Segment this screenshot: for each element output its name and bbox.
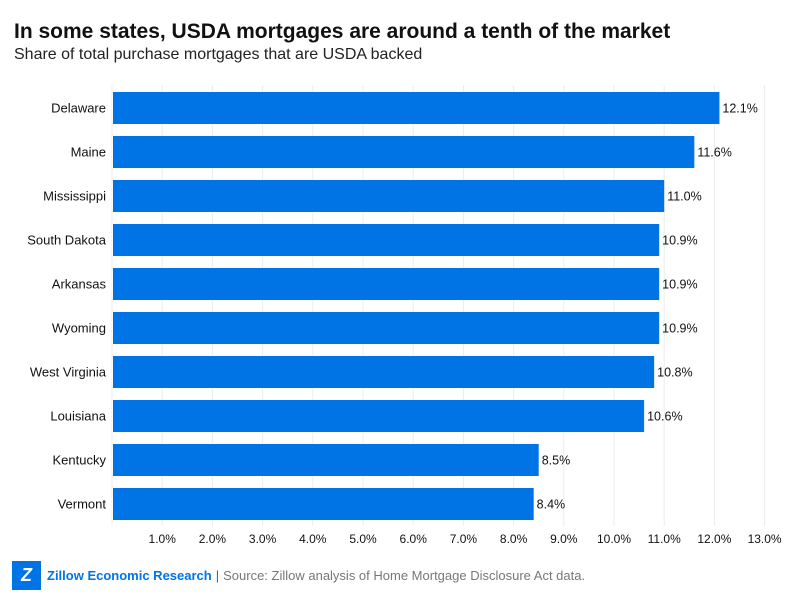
x-tick-label: 6.0% bbox=[400, 532, 428, 546]
bar bbox=[113, 400, 645, 432]
zillow-logo-icon: Z bbox=[12, 561, 41, 590]
footer-separator: | bbox=[215, 568, 220, 583]
category-label: Delaware bbox=[51, 101, 106, 116]
bar bbox=[113, 312, 660, 344]
bar bbox=[113, 224, 660, 256]
category-label: South Dakota bbox=[27, 233, 107, 248]
category-label: Wyoming bbox=[52, 321, 106, 336]
data-label: 10.9% bbox=[662, 234, 697, 248]
data-label: 10.6% bbox=[647, 410, 682, 424]
data-label: 11.0% bbox=[667, 190, 702, 204]
x-tick-label: 5.0% bbox=[349, 532, 377, 546]
bar bbox=[113, 136, 695, 168]
data-label: 10.9% bbox=[662, 278, 697, 292]
chart-subtitle: Share of total purchase mortgages that a… bbox=[14, 46, 423, 63]
footer-brand: Zillow Economic Research bbox=[47, 568, 212, 583]
category-label: Louisiana bbox=[50, 409, 106, 424]
x-tick-label: 4.0% bbox=[299, 532, 327, 546]
bar bbox=[113, 180, 665, 212]
x-tick-label: 3.0% bbox=[249, 532, 277, 546]
x-tick-label: 12.0% bbox=[697, 532, 731, 546]
category-label: Vermont bbox=[58, 497, 107, 512]
data-label: 8.5% bbox=[542, 454, 571, 468]
bar bbox=[113, 268, 660, 300]
bar bbox=[113, 356, 655, 388]
category-label: Kentucky bbox=[53, 453, 107, 468]
data-label: 10.8% bbox=[657, 366, 692, 380]
category-label: West Virginia bbox=[30, 365, 107, 380]
data-label: 10.9% bbox=[662, 322, 697, 336]
bar bbox=[113, 488, 534, 520]
chart-title: In some states, USDA mortgages are aroun… bbox=[14, 20, 671, 43]
category-label: Mississippi bbox=[43, 189, 106, 204]
x-tick-label: 13.0% bbox=[748, 532, 782, 546]
x-tick-label: 8.0% bbox=[500, 532, 528, 546]
bar bbox=[113, 444, 539, 476]
x-tick-label: 1.0% bbox=[149, 532, 177, 546]
data-label: 11.6% bbox=[697, 146, 732, 160]
category-label: Maine bbox=[71, 145, 106, 160]
footer: Z Zillow Economic Research | Source: Zil… bbox=[12, 561, 585, 590]
category-label: Arkansas bbox=[52, 277, 107, 292]
bar bbox=[113, 92, 720, 124]
footer-source: Source: Zillow analysis of Home Mortgage… bbox=[223, 568, 586, 583]
x-tick-label: 10.0% bbox=[597, 532, 631, 546]
x-tick-label: 9.0% bbox=[550, 532, 578, 546]
data-label: 12.1% bbox=[722, 102, 757, 116]
x-tick-label: 7.0% bbox=[450, 532, 478, 546]
data-label: 8.4% bbox=[537, 498, 566, 512]
x-tick-label: 2.0% bbox=[199, 532, 227, 546]
x-tick-label: 11.0% bbox=[648, 532, 681, 546]
